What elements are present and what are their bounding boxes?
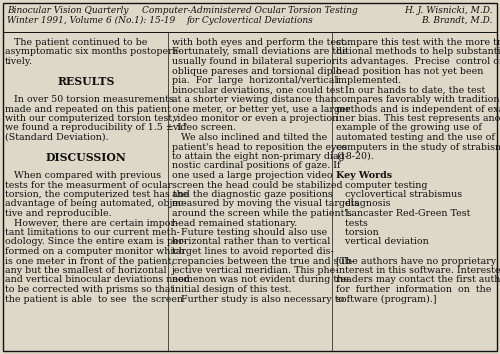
Text: software (program).]: software (program).]: [336, 295, 436, 304]
Text: is one meter in front of the patient,: is one meter in front of the patient,: [5, 257, 174, 266]
Text: Further study is also necessary to: Further study is also necessary to: [172, 295, 344, 303]
Text: target lines to avoid reported dis-: target lines to avoid reported dis-: [172, 247, 334, 256]
Text: its advantages.  Precise  control of: its advantages. Precise control of: [336, 57, 500, 66]
Text: In our hands to date, the test: In our hands to date, the test: [336, 86, 485, 95]
Text: cyclovertical strabismus: cyclovertical strabismus: [336, 190, 462, 199]
Text: interest in this software. Interested: interest in this software. Interested: [336, 266, 500, 275]
Text: tant limitations to our current meth-: tant limitations to our current meth-: [5, 228, 180, 237]
Text: torsion: torsion: [336, 228, 379, 237]
Text: measured by moving the visual targets: measured by moving the visual targets: [172, 200, 359, 209]
Text: head position has not yet been: head position has not yet been: [336, 67, 484, 75]
Text: Key Words: Key Words: [336, 171, 392, 180]
Text: When compared with previous: When compared with previous: [5, 171, 161, 180]
Text: Lancaster Red-Green Test: Lancaster Red-Green Test: [336, 209, 470, 218]
Text: Future testing should also use: Future testing should also use: [172, 228, 327, 237]
Text: Computer-Administered Ocular Torsion Testing: Computer-Administered Ocular Torsion Tes…: [142, 6, 358, 15]
Text: crepancies between the true and sub-: crepancies between the true and sub-: [172, 257, 354, 266]
Text: for  further  information  on  the: for further information on the: [336, 285, 492, 294]
Text: any but the smallest of horizontal: any but the smallest of horizontal: [5, 266, 166, 275]
Text: and the diagnostic gaze positions: and the diagnostic gaze positions: [172, 190, 333, 199]
Text: automated testing and the use of: automated testing and the use of: [336, 133, 495, 142]
Text: oblique pareses and torsional diplo-: oblique pareses and torsional diplo-: [172, 67, 345, 75]
Text: iner bias. This test represents another: iner bias. This test represents another: [336, 114, 500, 123]
Text: with both eyes and perform the test.: with both eyes and perform the test.: [172, 38, 348, 47]
Text: Winter 1991, Volume 6 (No.1): 15-19: Winter 1991, Volume 6 (No.1): 15-19: [7, 16, 175, 25]
Text: odology. Since the entire exam is per-: odology. Since the entire exam is per-: [5, 238, 186, 246]
Text: to be corrected with prisms so that: to be corrected with prisms so that: [5, 285, 174, 294]
Text: Fortunately, small deviations are the: Fortunately, small deviations are the: [172, 47, 348, 57]
Text: nostic cardinal positions of gaze. If: nostic cardinal positions of gaze. If: [172, 161, 340, 171]
Text: compare this test with the more tra-: compare this test with the more tra-: [336, 38, 500, 47]
Text: readers may contact the first author: readers may contact the first author: [336, 275, 500, 285]
Text: In over 50 torsion measurements: In over 50 torsion measurements: [5, 95, 174, 104]
Text: torsion, the computerized test has the: torsion, the computerized test has the: [5, 190, 188, 199]
Text: compares favorably with traditional: compares favorably with traditional: [336, 95, 500, 104]
Text: for Cyclovertical Deviations: for Cyclovertical Deviations: [186, 16, 314, 25]
Text: diagnosis: diagnosis: [336, 200, 390, 209]
Text: tests: tests: [336, 218, 368, 228]
Text: The patient continued to be: The patient continued to be: [5, 38, 148, 47]
Text: and vertical binocular deviations need: and vertical binocular deviations need: [5, 275, 190, 285]
Text: at a shorter viewing distance than: at a shorter viewing distance than: [172, 95, 336, 104]
Text: screen the head could be stabilized: screen the head could be stabilized: [172, 181, 342, 189]
Text: H. J. Wisnicki, M.D.: H. J. Wisnicki, M.D.: [404, 6, 493, 15]
Text: head remained stationary.: head remained stationary.: [172, 218, 297, 228]
Text: patient's head to reposition the eyes: patient's head to reposition the eyes: [172, 143, 347, 152]
Text: nomenon was not evident during the: nomenon was not evident during the: [172, 275, 349, 285]
Text: example of the growing use of: example of the growing use of: [336, 124, 482, 132]
Text: around the screen while the patient's: around the screen while the patient's: [172, 209, 352, 218]
Text: asymptomatic six months postopera-: asymptomatic six months postopera-: [5, 47, 182, 57]
Text: computer testing: computer testing: [336, 181, 428, 189]
Text: We also inclined and tilted the: We also inclined and tilted the: [172, 133, 327, 142]
Text: one meter, or better yet, use a larger: one meter, or better yet, use a larger: [172, 104, 350, 114]
Text: Binocular Vision Quarterly: Binocular Vision Quarterly: [7, 6, 128, 15]
Text: made and repeated on this patient: made and repeated on this patient: [5, 104, 171, 114]
Text: ditional methods to help substantiate: ditional methods to help substantiate: [336, 47, 500, 57]
Text: implemented.: implemented.: [336, 76, 402, 85]
Text: usually found in bilateral superior: usually found in bilateral superior: [172, 57, 336, 66]
Text: with our computerized torsion test,: with our computerized torsion test,: [5, 114, 175, 123]
Text: tive and reproducible.: tive and reproducible.: [5, 209, 112, 218]
Text: to attain the eight non-primary diag-: to attain the eight non-primary diag-: [172, 152, 348, 161]
Text: vertical deviation: vertical deviation: [336, 238, 429, 246]
Text: computers in the study of strabismus: computers in the study of strabismus: [336, 143, 500, 152]
Text: (18-20).: (18-20).: [336, 152, 374, 161]
Text: initial design of this test.: initial design of this test.: [172, 285, 292, 294]
Text: the patient is able  to see  the screen: the patient is able to see the screen: [5, 295, 183, 303]
Text: jective vertical meridian. This phe-: jective vertical meridian. This phe-: [172, 266, 340, 275]
Text: (Standard Deviation).: (Standard Deviation).: [5, 133, 108, 142]
Text: tests for the measurment of ocular: tests for the measurment of ocular: [5, 181, 172, 189]
Text: formed on a computer monitor which: formed on a computer monitor which: [5, 247, 185, 256]
Text: methods and is independent of exam-: methods and is independent of exam-: [336, 104, 500, 114]
Text: DISCUSSION: DISCUSSION: [46, 152, 126, 163]
Text: one used a large projection video: one used a large projection video: [172, 171, 332, 180]
Text: video screen.: video screen.: [172, 124, 236, 132]
Text: advantage of being automated, objec-: advantage of being automated, objec-: [5, 200, 186, 209]
Text: horizontal rather than to vertical: horizontal rather than to vertical: [172, 238, 330, 246]
Text: [The authors have no proprietary: [The authors have no proprietary: [336, 257, 496, 266]
Text: we found a reproducibility of 1.5 ± 1°: we found a reproducibility of 1.5 ± 1°: [5, 124, 188, 132]
Text: RESULTS: RESULTS: [58, 76, 114, 87]
Text: However, there are certain impor-: However, there are certain impor-: [5, 218, 178, 228]
Text: video monitor or even a projection: video monitor or even a projection: [172, 114, 338, 123]
Text: binocular deviations, one could test: binocular deviations, one could test: [172, 86, 344, 95]
Text: pia.  For  large  horizontal/vertical: pia. For large horizontal/vertical: [172, 76, 338, 85]
Text: B. Brandt, M.D.: B. Brandt, M.D.: [422, 16, 493, 25]
Text: tively.: tively.: [5, 57, 33, 66]
